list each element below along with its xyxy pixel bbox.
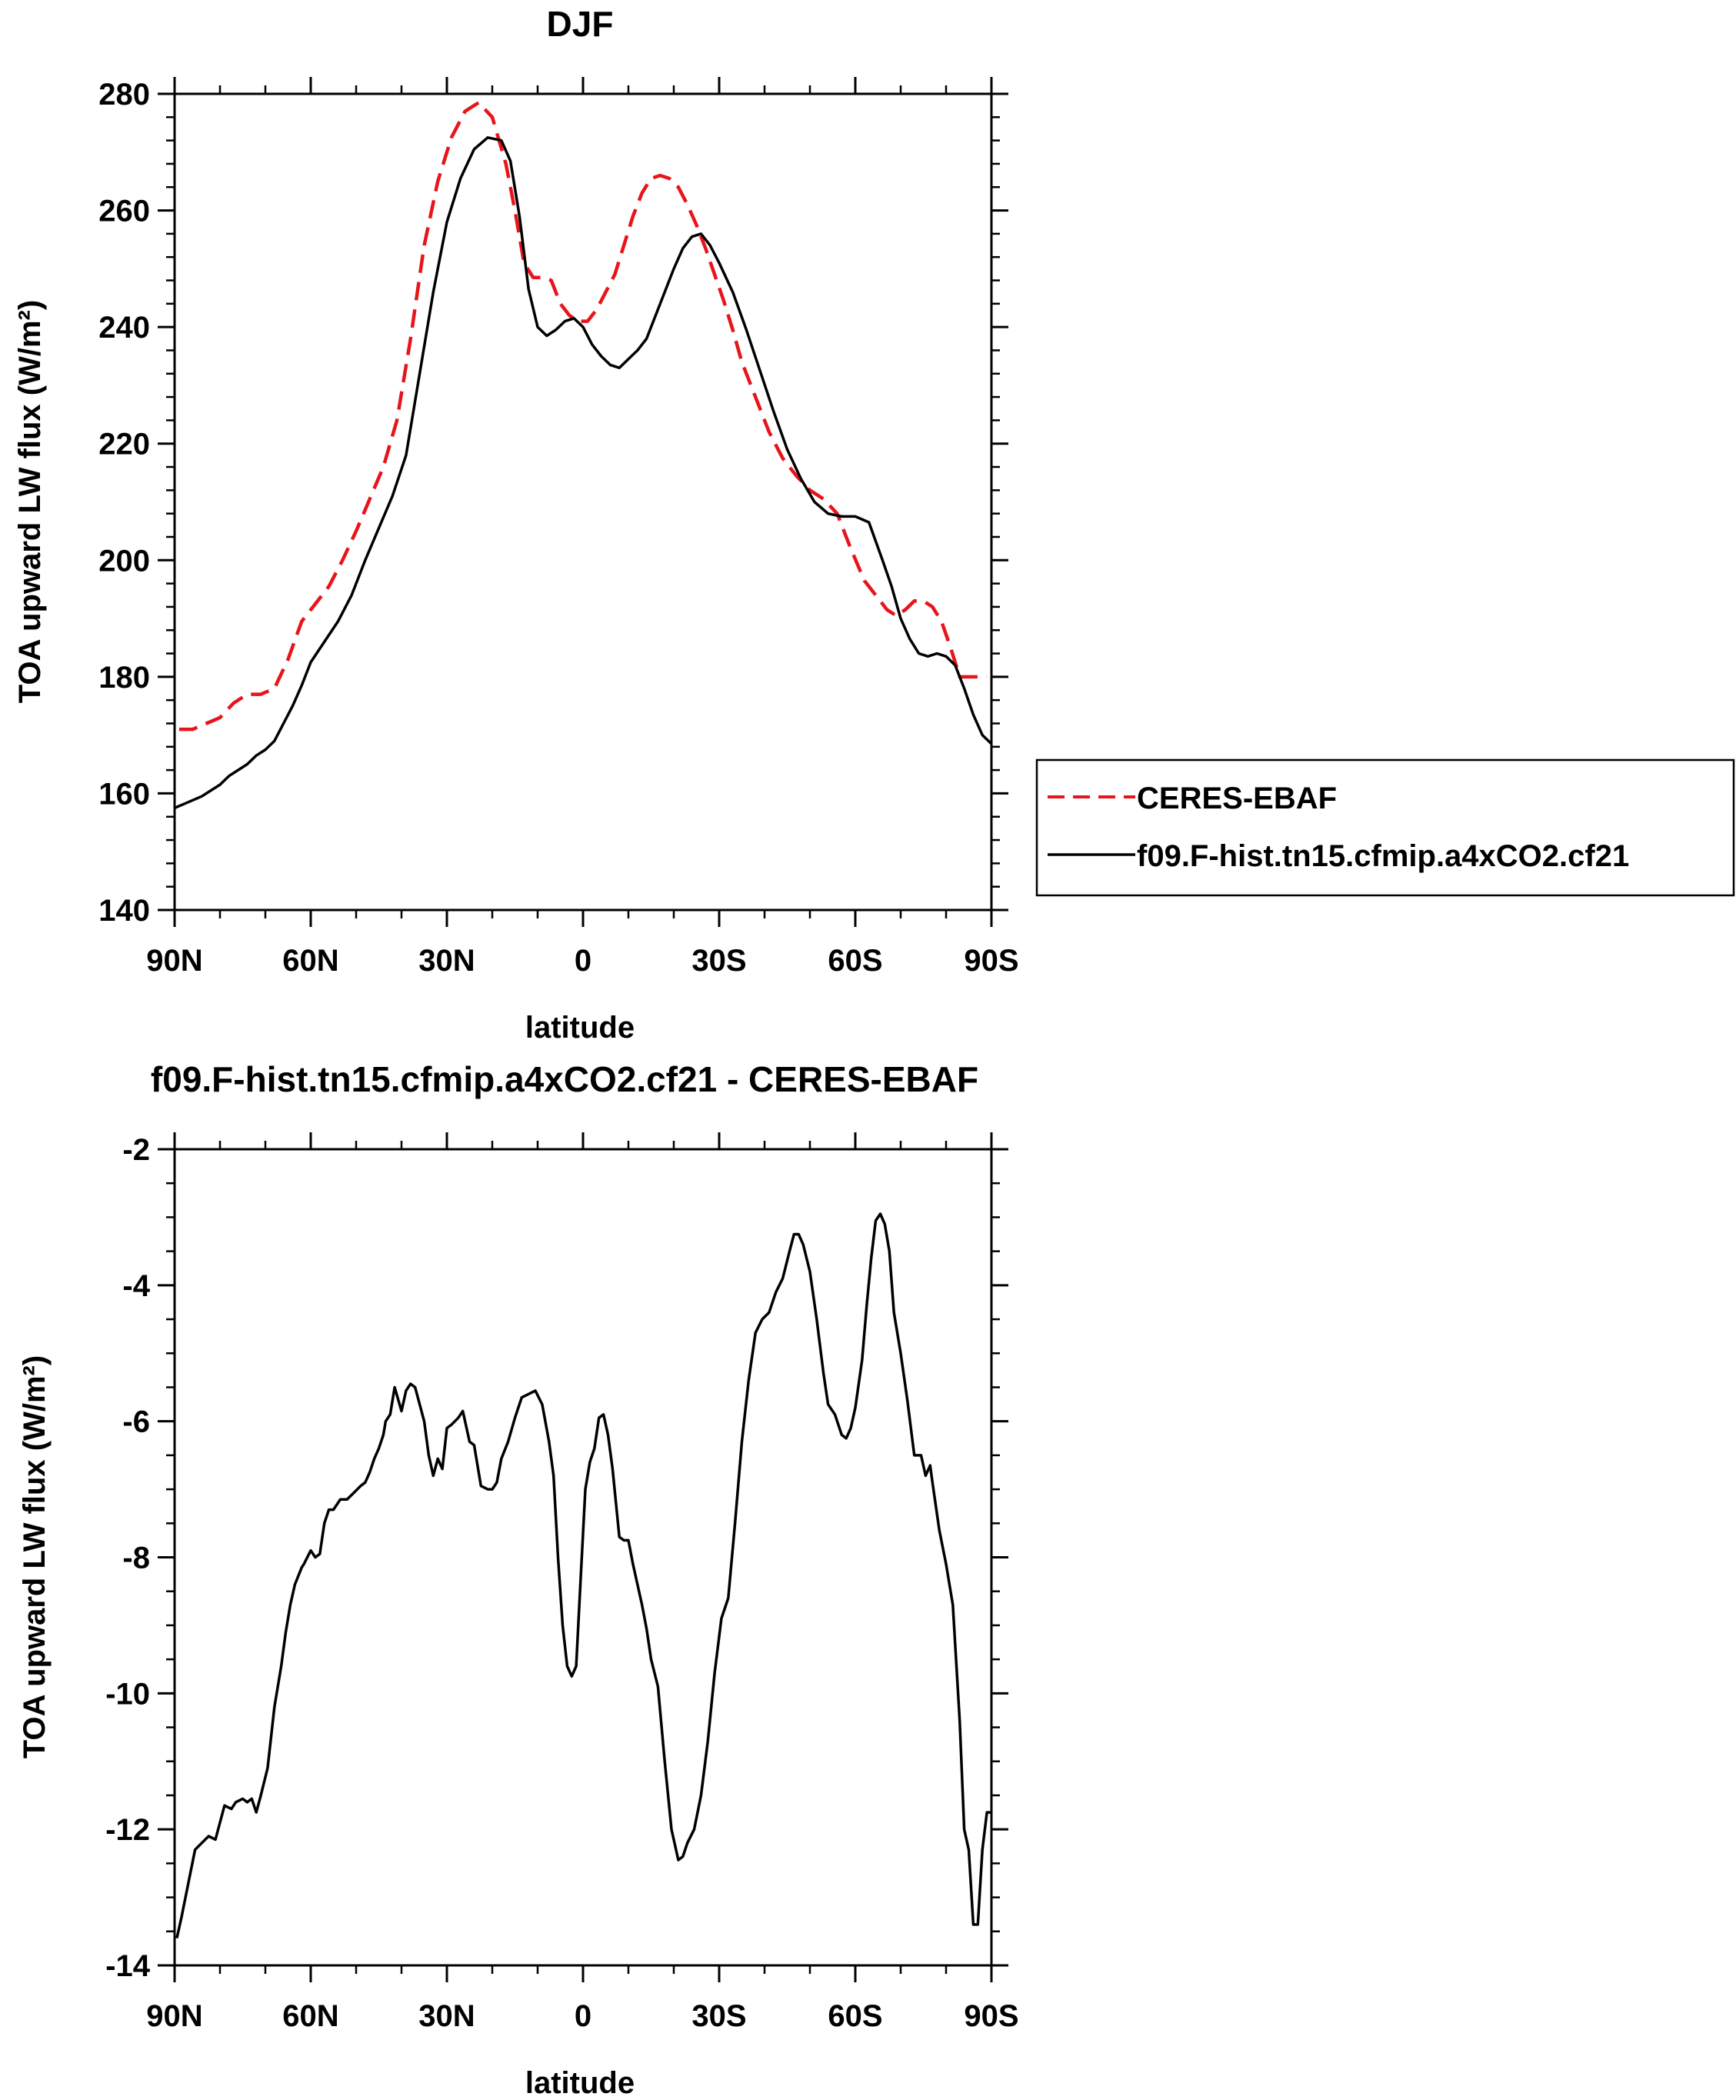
y-tick-label: 160 xyxy=(98,777,150,811)
y-tick-label: -6 xyxy=(122,1405,150,1439)
series-line-ceres xyxy=(178,101,988,732)
x-tick-label: 30N xyxy=(418,1999,475,2033)
y-tick-label: 200 xyxy=(98,544,150,578)
y-tick-label: -2 xyxy=(122,1133,150,1167)
y-tick-label: -10 xyxy=(105,1677,150,1711)
x-tick-label: 30S xyxy=(691,944,746,978)
y-axis-ticks-top: 140 160 180 200 220 240 260 280 xyxy=(98,78,1008,928)
legend-box xyxy=(1035,758,1735,897)
y-tick-label: 220 xyxy=(98,428,150,462)
title-top: DJF xyxy=(547,4,614,44)
panel-bottom: f09.F-hist.tn15.cfmip.a4xCO2.cf21 - CERE… xyxy=(18,1059,1019,2100)
x-tick-label: 90S xyxy=(964,1999,1018,2033)
y-tick-label: -12 xyxy=(105,1813,150,1847)
y-tick-label: 180 xyxy=(98,661,150,695)
plot-frame-top xyxy=(173,92,993,912)
y-tick-label: -14 xyxy=(105,1949,151,1983)
x-tick-label: 60S xyxy=(828,944,882,978)
legend: CERES-EBAF f09.F-hist.tn15.cfmip.a4xCO2.… xyxy=(1035,758,1735,897)
title-bottom: f09.F-hist.tn15.cfmip.a4xCO2.cf21 - CERE… xyxy=(151,1059,978,1099)
y-tick-label: 280 xyxy=(98,78,150,112)
x-tick-label: 90N xyxy=(146,944,202,978)
x-tick-label: 30S xyxy=(691,1999,746,2033)
x-tick-label: 60N xyxy=(282,944,338,978)
panel-top: DJF 140 160 180 200 220 240 260 280 90N 60N 30N 0 3… xyxy=(13,4,1735,1045)
y-tick-label: 140 xyxy=(98,894,150,928)
y-axis-title-top: TOA upward LW flux (W/m²) xyxy=(13,300,47,703)
y-axis-ticks-bottom: -14 -12 -10 -8 -6 -4 -2 xyxy=(105,1133,1008,1983)
series-line-model xyxy=(174,136,993,810)
x-tick-label: 30N xyxy=(418,944,475,978)
x-axis-title-bottom: latitude xyxy=(525,2066,635,2100)
x-tick-label: 0 xyxy=(575,944,591,978)
y-tick-label: 240 xyxy=(98,311,150,345)
y-tick-label: -8 xyxy=(122,1542,150,1575)
x-tick-label: 60N xyxy=(282,1999,338,2033)
x-tick-label: 90S xyxy=(964,944,1018,978)
legend-label-model: f09.F-hist.tn15.cfmip.a4xCO2.cf21 xyxy=(1137,839,1629,873)
x-axis-title-top: latitude xyxy=(525,1011,635,1045)
series-line-model xyxy=(175,1212,991,1938)
y-tick-label: -4 xyxy=(122,1269,150,1303)
x-axis-ticks-bottom: 90N 60N 30N 0 30S 60S 90S xyxy=(146,1132,1019,2033)
plot-area-top xyxy=(174,101,993,810)
x-tick-label: 0 xyxy=(575,1999,591,2033)
x-tick-label: 90N xyxy=(146,1999,202,2033)
x-tick-label: 60S xyxy=(828,1999,882,2033)
plot-area-bottom xyxy=(175,1212,991,1938)
y-tick-label: 260 xyxy=(98,195,150,228)
y-axis-title-bottom: TOA upward LW flux (W/m²) xyxy=(18,1355,52,1758)
legend-label-ceres: CERES-EBAF xyxy=(1137,782,1337,815)
x-axis-ticks-top: 90N 60N 30N 0 30S 60S 90S xyxy=(146,77,1019,978)
